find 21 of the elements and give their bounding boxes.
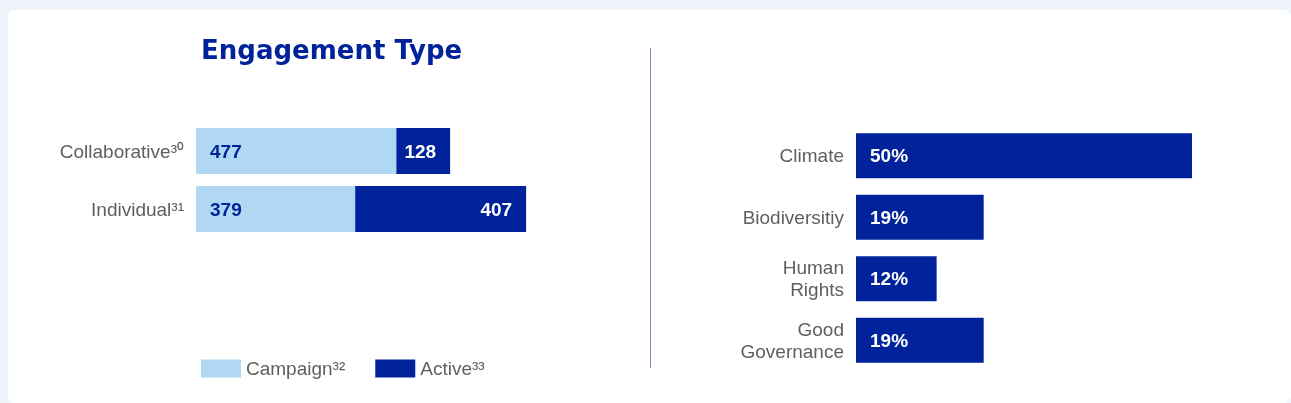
chart-title: Engagement Type bbox=[201, 35, 463, 65]
y-tick-label: Individual³¹ bbox=[91, 198, 184, 220]
y-tick-label: Biodiversitiy bbox=[742, 206, 845, 228]
data-label: 379 bbox=[210, 198, 242, 220]
legend-label: Campaign³² bbox=[246, 358, 346, 379]
y-tick-label: Human Rights bbox=[782, 257, 844, 301]
data-label: 477 bbox=[210, 140, 242, 162]
bar bbox=[396, 128, 451, 174]
y-tick-label: Collaborative³⁰ bbox=[59, 140, 184, 162]
data-label: 407 bbox=[480, 198, 513, 220]
y-tick-label: Climate bbox=[779, 145, 844, 167]
y-tick-label: Good Governance bbox=[740, 318, 844, 362]
data-label: 19% bbox=[870, 329, 909, 351]
data-label: 50% bbox=[870, 145, 909, 167]
bar bbox=[196, 186, 356, 232]
data-label: 19% bbox=[870, 206, 909, 228]
data-label: 128 bbox=[404, 140, 437, 162]
bar bbox=[355, 186, 527, 232]
legend-label: Active³³ bbox=[420, 358, 485, 379]
data-label: 12% bbox=[870, 268, 909, 290]
bar bbox=[196, 128, 397, 174]
